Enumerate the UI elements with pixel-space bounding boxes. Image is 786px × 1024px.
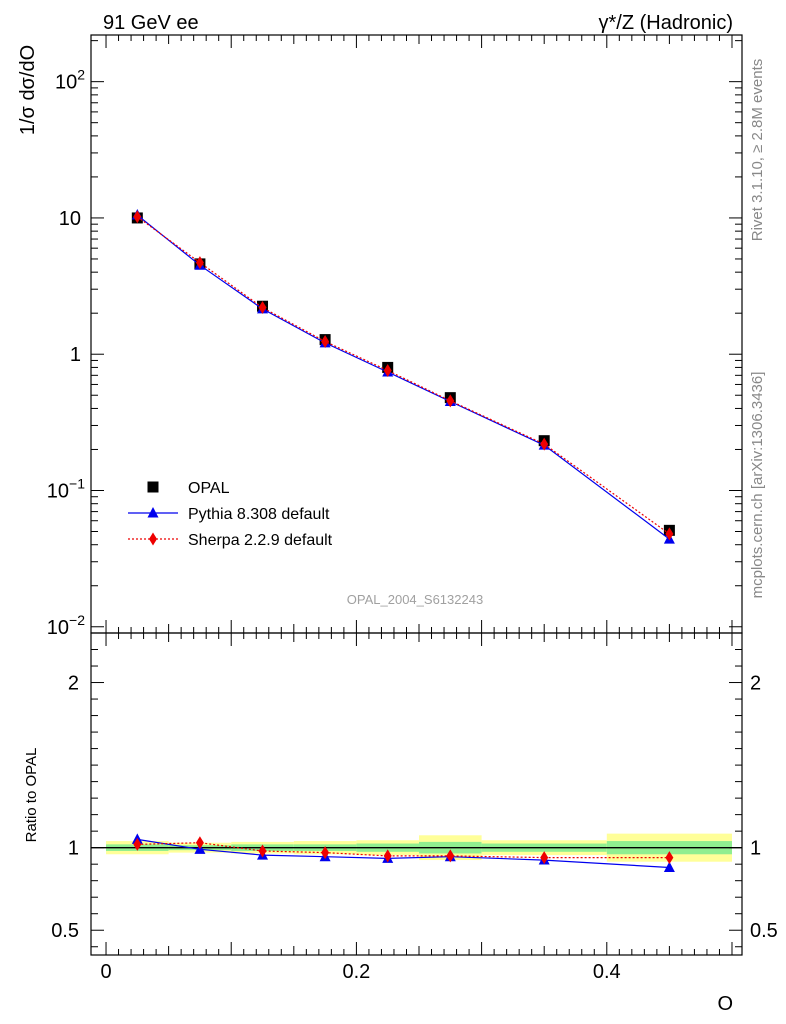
ratio-series-layer <box>131 833 675 872</box>
main-point-diamond <box>195 256 204 270</box>
legend-label: Sherpa 2.2.9 default <box>188 532 333 549</box>
main-point-diamond <box>540 437 549 451</box>
ratio-point-diamond <box>665 851 674 865</box>
header-left-label: 91 GeV ee <box>103 12 199 34</box>
main-y-tick-label: 10 <box>59 208 81 230</box>
main-point-diamond <box>383 363 392 377</box>
main-series-layer <box>131 209 675 544</box>
analysis-watermark: OPAL_2004_S6132243 <box>347 592 483 607</box>
main-y-tick-label: 102 <box>55 67 85 94</box>
ratio-y-tick-label: 1 <box>68 838 79 860</box>
main-point-diamond <box>258 301 267 315</box>
ratio-y-axis-label: Ratio to OPAL <box>23 748 40 843</box>
ratio-y-tick-label-right: 0.5 <box>750 920 778 942</box>
ratio-axis-ticks: 0.5 0.5 1 1 2 2 0 0.2 0.4 <box>51 633 778 983</box>
main-y-axis-label: 1/σ dσ/dO <box>17 45 39 135</box>
legend: OPAL Pythia 8.308 default Sherpa 2.2.9 def… <box>128 480 333 549</box>
x-axis-label: O <box>717 993 733 1015</box>
ratio-point-diamond <box>133 837 142 851</box>
ratio-y-tick-label-right: 1 <box>750 838 761 860</box>
main-point-diamond <box>665 527 674 541</box>
legend-marker-diamond <box>149 532 157 546</box>
legend-marker-square <box>147 481 159 493</box>
ratio-point-diamond <box>321 846 330 860</box>
legend-label: Pythia 8.308 default <box>188 506 330 523</box>
main-y-tick-label: 10−2 <box>47 612 85 639</box>
main-axis-ticks: 10−2 10−1 1 10 102 <box>47 35 742 639</box>
x-tick-label: 0.2 <box>343 961 371 983</box>
legend-marker-triangle <box>147 507 159 518</box>
main-point-diamond <box>133 210 142 224</box>
mcplots-reference-label: mcplots.cern.ch [arXiv:1306.3436] <box>749 372 766 599</box>
ratio-series-line-diamond <box>137 842 670 859</box>
ratio-point-triangle <box>663 861 675 872</box>
ratio-point-diamond <box>195 836 204 850</box>
legend-label: OPAL <box>188 480 230 497</box>
header-right-label: γ*/Z (Hadronic) <box>599 12 733 34</box>
main-y-tick-label: 10−1 <box>47 475 85 502</box>
main-point-diamond <box>321 334 330 348</box>
ratio-point-diamond <box>383 849 392 863</box>
ratio-point-diamond <box>258 844 267 858</box>
rivet-version-label: Rivet 3.1.10, ≥ 2.8M events <box>749 59 766 242</box>
ratio-point-diamond <box>446 849 455 863</box>
main-y-tick-label: 1 <box>70 344 81 366</box>
ratio-y-tick-label: 0.5 <box>51 920 79 942</box>
ratio-point-diamond <box>540 851 549 865</box>
ratio-plot-frame <box>90 632 743 956</box>
x-tick-label: 0 <box>100 961 111 983</box>
ratio-series-line-triangle <box>137 838 670 869</box>
ratio-y-tick-label: 2 <box>68 673 79 695</box>
x-tick-label: 0.4 <box>593 961 621 983</box>
main-series-line-triangle <box>136 214 670 540</box>
main-series-line-diamond <box>136 216 670 535</box>
ratio-y-tick-label-right: 2 <box>750 673 761 695</box>
main-point-diamond <box>446 394 455 408</box>
